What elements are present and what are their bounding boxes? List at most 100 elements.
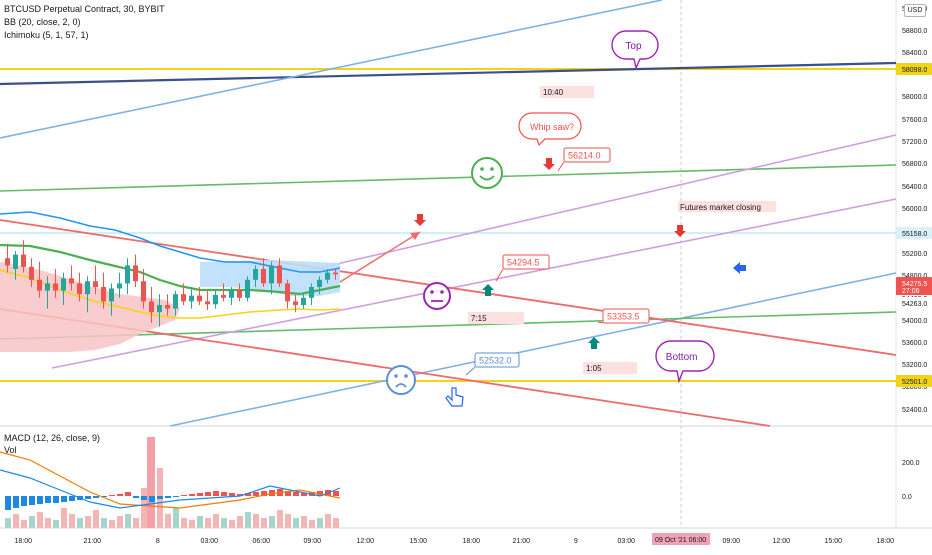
volume-bar bbox=[21, 520, 27, 528]
bottom-callout-text: Bottom bbox=[666, 352, 698, 363]
candle bbox=[261, 269, 266, 284]
range-label: 1:05 bbox=[586, 364, 602, 373]
macd-histogram-bar bbox=[61, 496, 67, 502]
macd-histogram-bar bbox=[165, 496, 171, 498]
candle bbox=[253, 269, 258, 280]
currency-button[interactable]: USD bbox=[904, 4, 926, 17]
price-tick-label: 58400.0 bbox=[902, 50, 927, 57]
time-tick-label: 21:00 bbox=[84, 538, 102, 545]
whipsaw-callout-text: Whip saw? bbox=[530, 122, 574, 132]
price-label: 54263.0 bbox=[902, 301, 927, 308]
volume-bar bbox=[69, 514, 75, 528]
candle bbox=[53, 283, 58, 291]
macd-histogram-bar bbox=[141, 496, 147, 500]
volume-bar bbox=[165, 514, 171, 528]
volume-bar bbox=[317, 518, 323, 528]
volume-indicator-label[interactable]: Vol bbox=[4, 445, 17, 455]
hand-cursor-icon bbox=[445, 387, 464, 407]
macd-histogram-bar bbox=[333, 491, 339, 496]
bottom-callout-bubble bbox=[655, 340, 715, 384]
price-label-box bbox=[896, 227, 932, 239]
macd-histogram-bar bbox=[117, 494, 123, 496]
left-arrow-icon bbox=[733, 262, 746, 274]
time-tick-label: 18:00 bbox=[463, 538, 481, 545]
futures-note-text: Futures market closing bbox=[680, 203, 761, 212]
price-tick-label: 55200.0 bbox=[902, 251, 927, 258]
green-channel-lower[interactable] bbox=[0, 311, 897, 340]
blue-trend-line-upper[interactable] bbox=[0, 0, 663, 139]
price-callout-52532-pointer bbox=[465, 366, 476, 376]
dark-trend-line[interactable] bbox=[0, 61, 897, 86]
candle bbox=[269, 265, 274, 284]
macd-histogram-bar bbox=[221, 492, 227, 496]
time-tick-label: 03:00 bbox=[201, 538, 219, 545]
top-callout-bubble bbox=[611, 30, 659, 71]
candle bbox=[101, 287, 106, 302]
macd-histogram-bar bbox=[269, 490, 275, 496]
projection-arrow-line[interactable] bbox=[339, 231, 421, 283]
ichimoku-indicator-label[interactable]: Ichimoku (5, 1, 57, 1) bbox=[4, 30, 89, 40]
bb-indicator-label[interactable]: BB (20, close, 2, 0) bbox=[4, 17, 81, 27]
blue-trend-line-lower[interactable] bbox=[169, 272, 897, 427]
price-tick-label: 57600.0 bbox=[902, 117, 927, 124]
volume-bar bbox=[213, 514, 219, 528]
volume-bar bbox=[117, 516, 123, 528]
volume-bar bbox=[181, 518, 187, 528]
volume-bar bbox=[101, 518, 107, 528]
price-label: 54275.5 bbox=[902, 281, 927, 288]
macd-histogram-bar bbox=[293, 492, 299, 496]
sad-face-icon-eye bbox=[394, 374, 398, 378]
macd-histogram-bar bbox=[133, 496, 139, 498]
down-arrow-icon bbox=[414, 214, 426, 226]
time-tick-label: 18:00 bbox=[877, 538, 895, 545]
time-tick-label: 15:00 bbox=[410, 538, 428, 545]
macd-line bbox=[0, 469, 341, 509]
candle bbox=[213, 294, 218, 305]
candle bbox=[69, 278, 74, 284]
candle bbox=[221, 294, 226, 298]
price-label-box bbox=[896, 63, 932, 75]
volume-bar bbox=[77, 518, 83, 528]
macd-histogram-bar bbox=[149, 496, 155, 502]
time-tick-label: 06:00 bbox=[253, 538, 271, 545]
volume-bar bbox=[229, 520, 235, 528]
macd-histogram-bar bbox=[109, 495, 115, 496]
candle bbox=[45, 283, 50, 291]
volume-bar bbox=[293, 518, 299, 528]
macd-indicator-label[interactable]: MACD (12, 26, close, 9) bbox=[4, 433, 101, 443]
candle bbox=[133, 265, 138, 282]
purple-channel-upper[interactable] bbox=[301, 134, 897, 273]
time-tick-label: 12:00 bbox=[357, 538, 375, 545]
note-box bbox=[678, 201, 776, 212]
candle bbox=[21, 254, 26, 267]
candle bbox=[189, 295, 194, 302]
volume-bar bbox=[197, 516, 203, 528]
macd-histogram-bar bbox=[253, 492, 259, 496]
happy-face-icon-mouth bbox=[479, 175, 495, 181]
purple-channel-lower[interactable] bbox=[51, 198, 897, 369]
down-arrow-icon bbox=[674, 225, 686, 237]
volume-bar bbox=[109, 520, 115, 528]
candle bbox=[325, 272, 330, 280]
time-tick-label: 21:00 bbox=[513, 538, 531, 545]
candle bbox=[277, 265, 282, 284]
candle bbox=[117, 283, 122, 289]
price-callout-54294-box bbox=[502, 254, 550, 270]
macd-histogram-bar bbox=[205, 492, 211, 496]
macd-histogram-bar bbox=[37, 496, 43, 504]
time-tick-label: 15:00 bbox=[825, 538, 843, 545]
time-tick-label: 09:00 bbox=[304, 538, 322, 545]
sad-face-icon-eye bbox=[404, 374, 408, 378]
countdown-label-box bbox=[896, 286, 932, 295]
happy-face-icon bbox=[471, 157, 503, 189]
volume-bar bbox=[261, 518, 267, 528]
countdown-label: 27:06 bbox=[902, 288, 920, 295]
volume-bar bbox=[253, 514, 259, 528]
price-tick-label: 58800.0 bbox=[902, 28, 927, 35]
macd-histogram-bar bbox=[93, 496, 99, 498]
price-callout-53353-box bbox=[602, 308, 650, 324]
neutral-face-icon-eye bbox=[440, 290, 444, 294]
price-callout-54294-text: 54294.5 bbox=[507, 258, 540, 268]
candle bbox=[61, 278, 66, 291]
time-tick-label: 12:00 bbox=[773, 538, 791, 545]
